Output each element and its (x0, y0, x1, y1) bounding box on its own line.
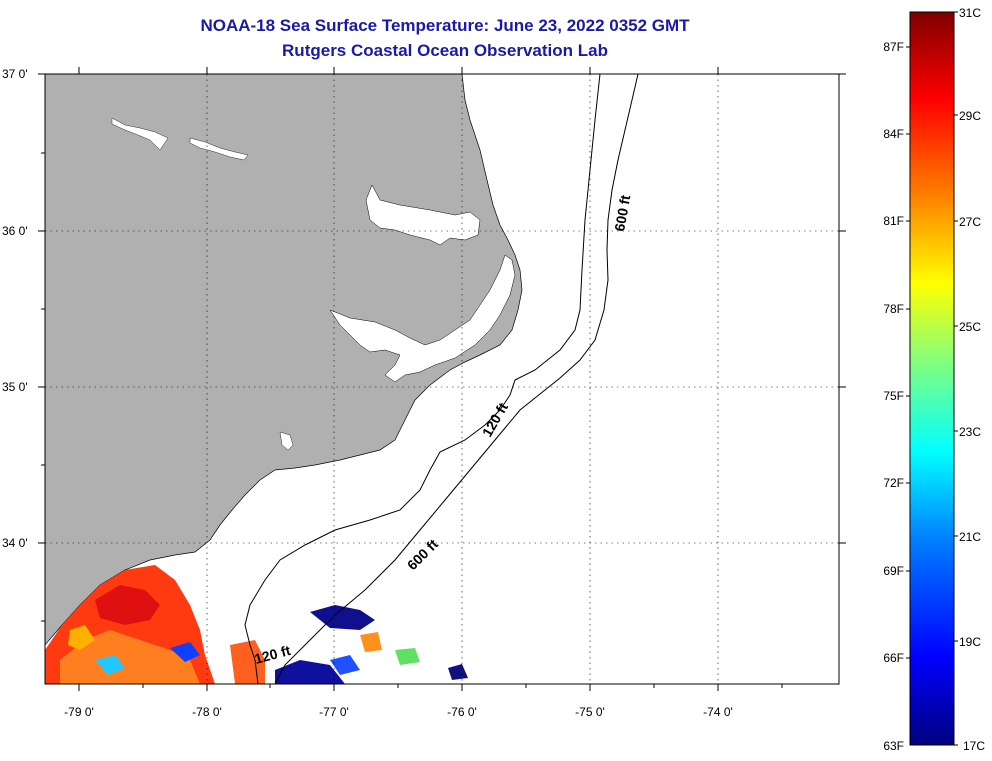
sst-patch-red-core (95, 585, 160, 625)
lon-label-79: -79 0' (64, 705, 94, 719)
pamlico-sound (329, 254, 516, 383)
fahrenheit-label-81: 81F (883, 214, 904, 228)
fahrenheit-label-66: 66F (883, 651, 904, 665)
celsius-label-31: 31C (959, 6, 981, 20)
fahrenheit-label-63: 63F (883, 739, 904, 753)
river-3 (279, 431, 294, 451)
sst-patch-yellow (68, 625, 95, 650)
fahrenheit-label-87: 87F (883, 40, 904, 54)
lat-label-35: 35 0' (2, 380, 28, 394)
colorbar-fahrenheit-ticks (906, 46, 910, 659)
isobath-600ft (274, 74, 639, 684)
sst-patch-orange (60, 630, 200, 684)
fahrenheit-label-78: 78F (883, 302, 904, 316)
colorbar-celsius-ticks (954, 11, 958, 746)
lon-label-77: -77 0' (319, 705, 349, 719)
celsius-label-21: 21C (959, 530, 981, 544)
sst-patch-navy-3 (448, 664, 468, 680)
map-subtitle: Rutgers Coastal Ocean Observation Lab (282, 41, 608, 60)
axis-ticks (38, 67, 846, 691)
river-1 (111, 117, 169, 151)
celsius-label-29: 29C (959, 109, 981, 123)
celsius-label-27: 27C (959, 215, 981, 229)
lon-label-76: -76 0' (447, 705, 477, 719)
sst-data-patches (45, 565, 468, 684)
celsius-label-25: 25C (959, 320, 981, 334)
celsius-label-17: 17C (963, 739, 985, 753)
lat-label-36: 36 0' (2, 224, 28, 238)
river-2 (189, 137, 249, 161)
celsius-label-23: 23C (959, 425, 981, 439)
lat-label-37: 37 0' (2, 67, 28, 81)
graticule (45, 74, 839, 684)
lon-label-78: -78 0' (192, 705, 222, 719)
isobath-120ft (244, 74, 601, 684)
sst-patch-blue-2 (330, 655, 360, 675)
sst-patch-orange-3 (360, 632, 382, 652)
albemarle-sound (365, 184, 481, 246)
sst-patch-green (395, 648, 420, 665)
longitude-labels: -79 0' -78 0' -77 0' -76 0' -75 0' -74 0… (64, 705, 733, 719)
colorbar-celsius-labels: 31C 29C 27C 25C 23C 21C 19C 17C (959, 6, 985, 753)
sst-patch-blue-1 (170, 642, 200, 662)
isobath-label-600-north: 600 ft (611, 193, 633, 232)
lon-label-74: -74 0' (703, 705, 733, 719)
celsius-label-19: 19C (959, 635, 981, 649)
fahrenheit-label-72: 72F (883, 476, 904, 490)
lat-label-34: 34 0' (2, 536, 28, 550)
colorbar-fahrenheit-labels: 87F 84F 81F 78F 75F 72F 69F 66F 63F (883, 40, 904, 753)
fahrenheit-label-75: 75F (883, 389, 904, 403)
sst-patch-cyan (95, 655, 125, 675)
lon-label-75: -75 0' (575, 705, 605, 719)
map-title: NOAA-18 Sea Surface Temperature: June 23… (200, 16, 690, 35)
plot-frame (44, 73, 840, 685)
colorbar (909, 11, 955, 746)
fahrenheit-label-69: 69F (883, 564, 904, 578)
latitude-labels: 37 0' 36 0' 35 0' 34 0' (2, 67, 28, 550)
fahrenheit-label-84: 84F (883, 127, 904, 141)
sst-patch-navy-2 (275, 660, 345, 684)
